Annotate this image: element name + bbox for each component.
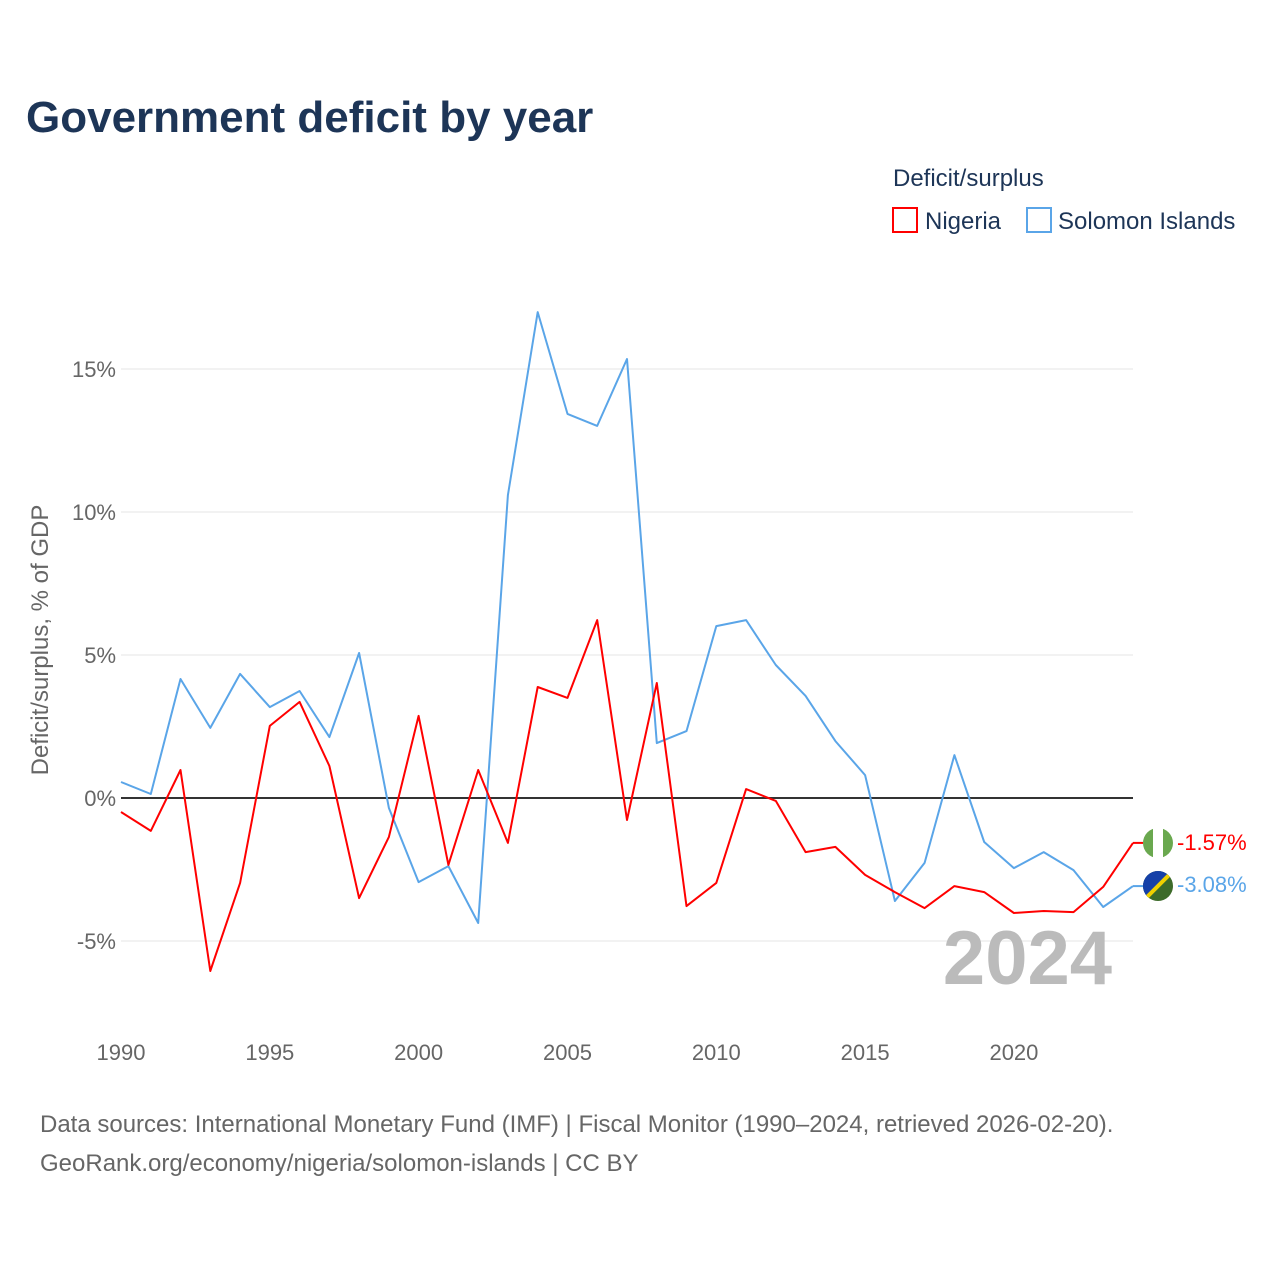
y-axis-label: Deficit/surplus, % of GDP bbox=[27, 505, 54, 776]
y-tick-label: 0% bbox=[84, 786, 116, 811]
x-tick-label: 2010 bbox=[692, 1040, 741, 1065]
legend-label-solomon-islands: Solomon Islands bbox=[1058, 208, 1235, 235]
attribution-link[interactable]: GeoRank.org/economy/nigeria/solomon-isla… bbox=[40, 1150, 639, 1177]
chart-title: Government deficit by year bbox=[26, 93, 593, 142]
legend-title: Deficit/surplus bbox=[893, 165, 1044, 192]
x-tick-label: 2020 bbox=[989, 1040, 1038, 1065]
legend-swatch-nigeria bbox=[892, 207, 918, 233]
legend-swatch-solomon-islands bbox=[1026, 207, 1052, 233]
x-ticks: 1990 1995 2000 2005 2010 2015 2020 bbox=[97, 1040, 1039, 1065]
end-label-solomon-islands: -3.08% bbox=[1177, 872, 1247, 897]
year-watermark: 2024 bbox=[943, 916, 1112, 1001]
series-lines bbox=[120, 311, 1143, 972]
x-tick-label: 2005 bbox=[543, 1040, 592, 1065]
x-tick-label: 1995 bbox=[245, 1040, 294, 1065]
source-line: Data sources: International Monetary Fun… bbox=[40, 1111, 1113, 1138]
legend-item-solomon-islands[interactable]: Solomon Islands bbox=[1026, 207, 1235, 235]
x-tick-label: 2015 bbox=[841, 1040, 890, 1065]
flag-solomon-islands-icon bbox=[1143, 871, 1173, 901]
legend-item-nigeria[interactable]: Nigeria bbox=[892, 207, 1002, 235]
x-tick-label: 1990 bbox=[97, 1040, 146, 1065]
y-tick-label: 5% bbox=[84, 643, 116, 668]
series-line-solomon-islands bbox=[120, 311, 1134, 924]
y-ticks: -5% 0% 5% 10% 15% bbox=[72, 357, 116, 954]
y-tick-label: 15% bbox=[72, 357, 116, 382]
y-tick-label: -5% bbox=[77, 929, 116, 954]
legend-label-nigeria: Nigeria bbox=[925, 208, 1002, 235]
y-tick-label: 10% bbox=[72, 500, 116, 525]
end-label-nigeria: -1.57% bbox=[1177, 830, 1247, 855]
flag-nigeria-icon bbox=[1143, 828, 1173, 858]
x-tick-label: 2000 bbox=[394, 1040, 443, 1065]
gridlines bbox=[121, 368, 1133, 942]
